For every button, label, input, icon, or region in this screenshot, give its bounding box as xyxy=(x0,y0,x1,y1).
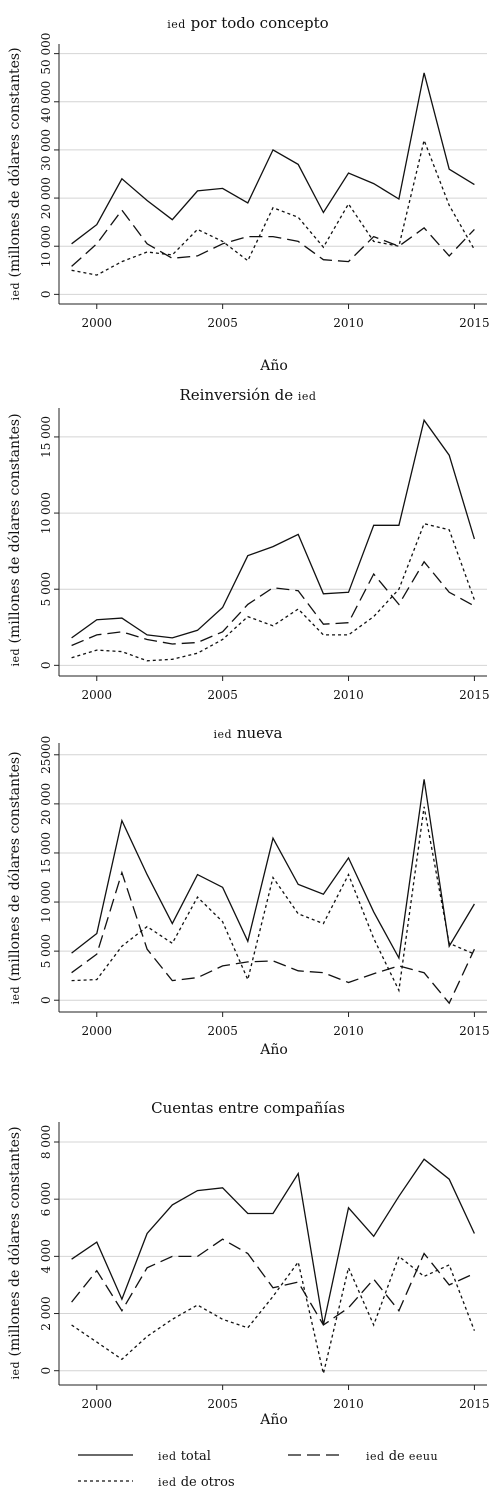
y-tick-label: 2 000 xyxy=(39,1296,53,1330)
x-tick-label: 2010 xyxy=(333,1024,364,1038)
chart-title: ied nueva xyxy=(214,724,283,742)
y-tick-label: 20 000 xyxy=(39,783,53,825)
x-tick-label: 2010 xyxy=(333,316,364,330)
y-tick-label: 0 xyxy=(39,662,53,670)
y-tick-label: 20 000 xyxy=(39,177,53,219)
y-tick-label: 40 000 xyxy=(39,81,53,123)
x-tick-label: 2005 xyxy=(207,316,238,330)
y-tick-label: 25000 xyxy=(39,736,53,774)
series-line-eeuu xyxy=(72,210,475,266)
y-tick-label: 50 000 xyxy=(39,33,53,75)
x-tick-label: 2005 xyxy=(207,1397,238,1411)
chart-panel-1: ied por todo concepto 0 10 000 20 000 30 000… xyxy=(7,14,490,374)
x-axis-label: Año xyxy=(259,1412,288,1428)
x-tick-label: 2015 xyxy=(459,316,490,330)
series-line-total xyxy=(72,73,475,244)
series-line-total xyxy=(72,779,475,958)
x-axis-label: Año xyxy=(259,358,288,374)
chart-panel-4: Cuentas entre compañías 0 2 000 4 000 6 000 8… xyxy=(7,1099,490,1428)
y-tick-label: 8 000 xyxy=(39,1125,53,1159)
y-tick-label: 10 000 xyxy=(39,225,53,267)
legend-label-total: ied total xyxy=(158,1449,211,1464)
x-tick-label: 2010 xyxy=(333,1397,364,1411)
y-tick-label: 15 000 xyxy=(39,832,53,874)
y-axis-label: ied (millones de dólares constantes) xyxy=(7,47,23,300)
series-line-otros xyxy=(72,807,475,991)
series-line-total xyxy=(72,1159,475,1325)
y-tick-label: 0 xyxy=(39,1367,53,1375)
y-tick-label: 5 000 xyxy=(39,934,53,968)
chart-title: Reinversión de ied xyxy=(180,386,317,404)
x-tick-label: 2000 xyxy=(81,688,112,702)
y-tick-label: 6 000 xyxy=(39,1182,53,1216)
legend-label-otros: ied de otros xyxy=(158,1475,235,1490)
legend: ied total ied de eeuu ied de otros xyxy=(78,1449,438,1490)
y-tick-label: 0 xyxy=(39,996,53,1004)
series-line-eeuu xyxy=(72,562,475,646)
x-tick-label: 2015 xyxy=(459,1397,490,1411)
chart-panel-2: Reinversión de ied 0 5 000 10 000 15 000 2000… xyxy=(7,386,490,702)
series-line-otros xyxy=(72,524,475,661)
chart-title: Cuentas entre compañías xyxy=(151,1099,345,1117)
legend-label-eeuu: ied de eeuu xyxy=(366,1449,438,1464)
x-axis-label: Año xyxy=(259,1042,288,1058)
y-tick-label: 15 000 xyxy=(39,416,53,458)
y-axis-label: ied (millones de dólares constantes) xyxy=(7,751,23,1004)
y-tick-label: 30 000 xyxy=(39,129,53,171)
series-line-eeuu xyxy=(72,1239,475,1325)
chart-panel-3: ied nueva 0 5 000 10 000 15 000 20 000 25000 20… xyxy=(7,724,490,1058)
series-line-otros xyxy=(72,140,475,275)
x-tick-label: 2015 xyxy=(459,1024,490,1038)
y-axis-label: ied (millones de dólares constantes) xyxy=(7,1126,23,1379)
chart-title: ied por todo concepto xyxy=(167,14,328,32)
x-tick-label: 2005 xyxy=(207,688,238,702)
y-tick-label: 5 000 xyxy=(39,572,53,606)
x-tick-label: 2000 xyxy=(81,316,112,330)
x-tick-label: 2000 xyxy=(81,1397,112,1411)
series-line-total xyxy=(72,420,475,638)
y-tick-label: 10 000 xyxy=(39,881,53,923)
x-tick-label: 2000 xyxy=(81,1024,112,1038)
x-tick-label: 2010 xyxy=(333,688,364,702)
y-tick-label: 0 xyxy=(39,291,53,299)
y-axis-label: ied (millones de dólares constantes) xyxy=(7,413,23,666)
y-tick-label: 4 000 xyxy=(39,1239,53,1273)
x-tick-label: 2005 xyxy=(207,1024,238,1038)
x-tick-label: 2015 xyxy=(459,688,490,702)
y-tick-label: 10 000 xyxy=(39,492,53,534)
